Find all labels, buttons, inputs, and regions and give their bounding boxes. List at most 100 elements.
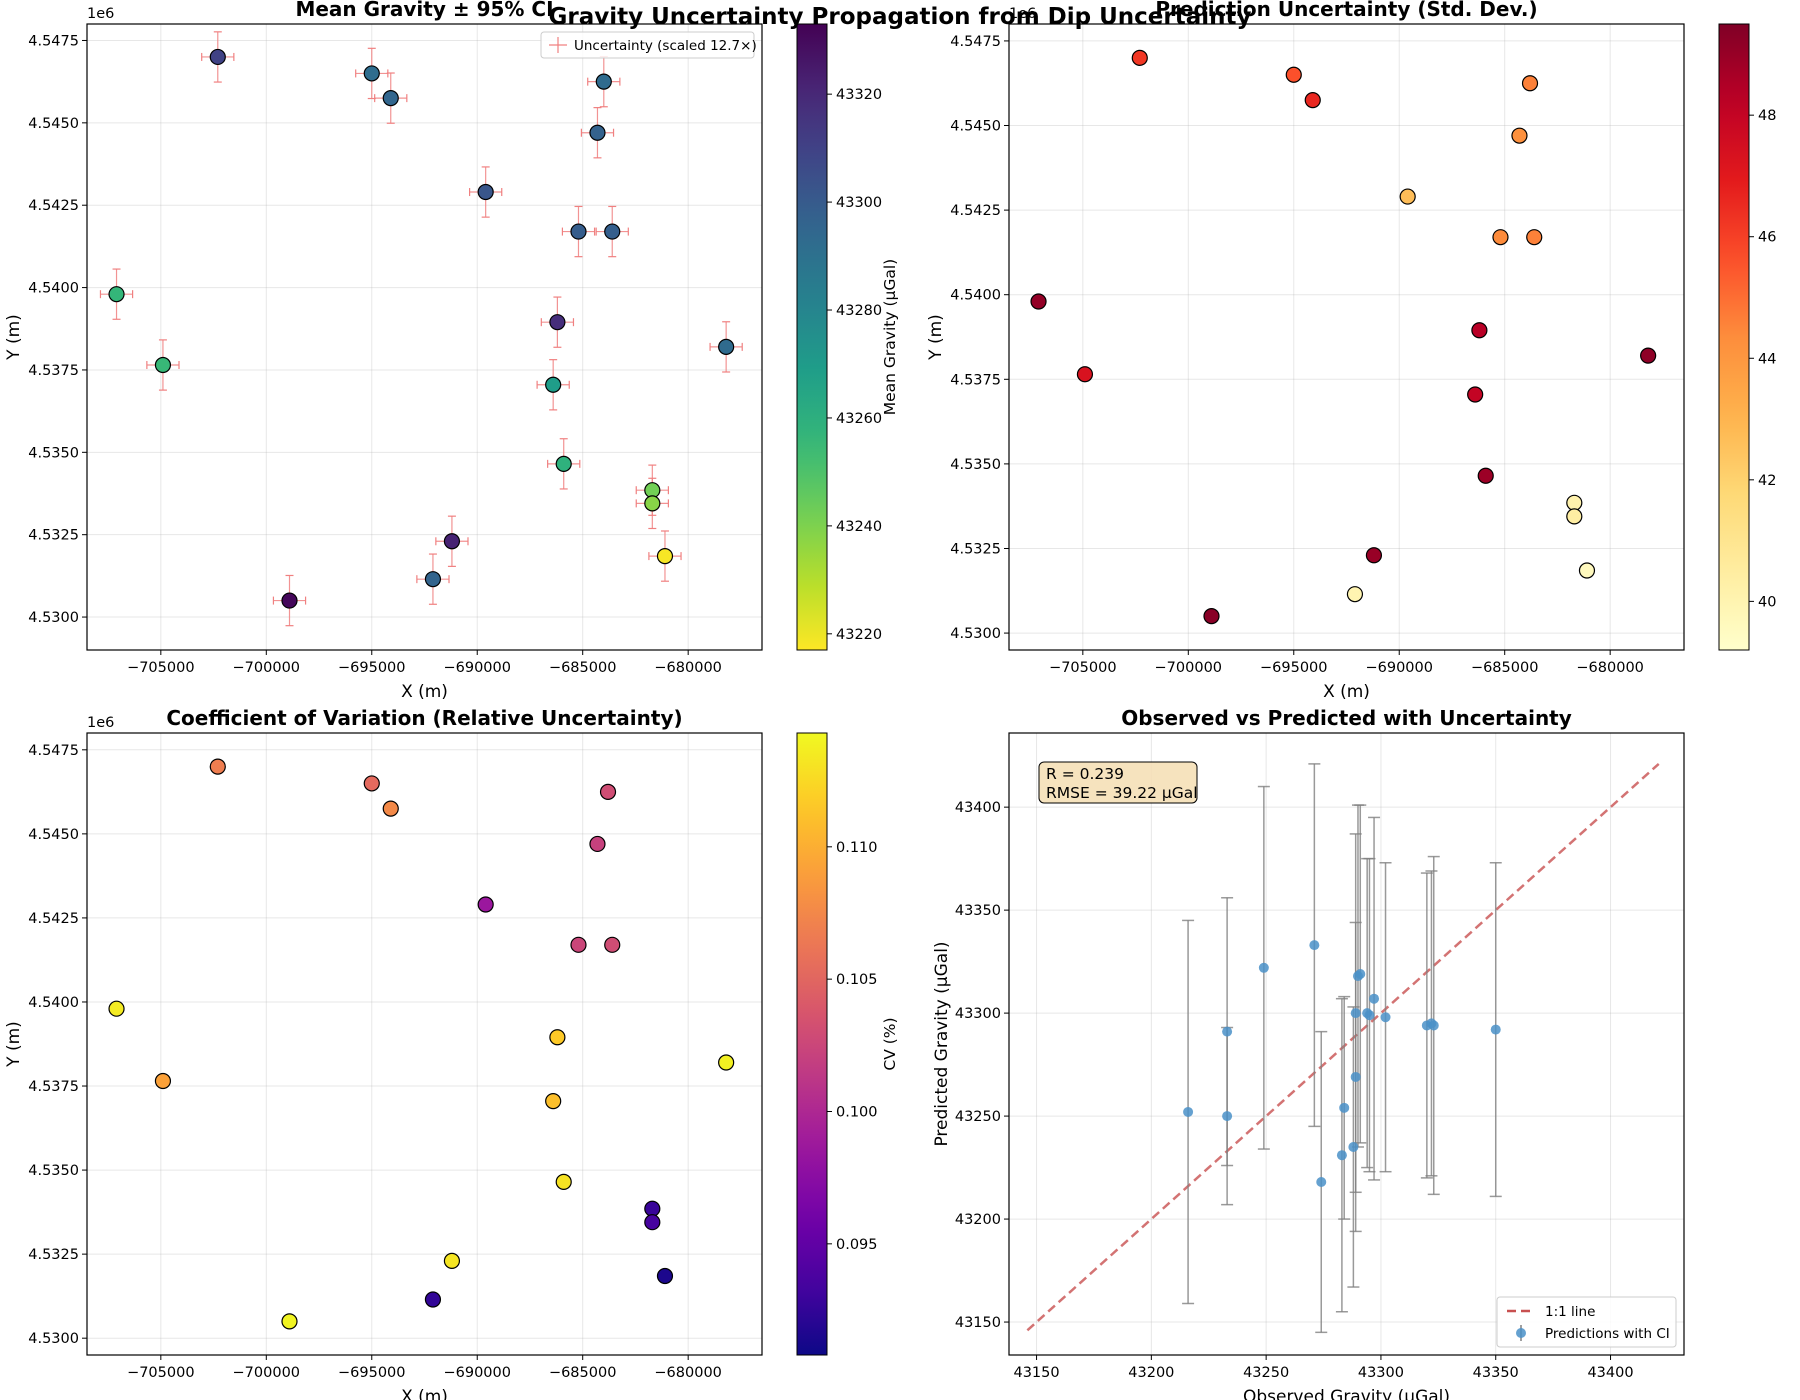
data-point: [1511, 127, 1528, 144]
data-point: [1285, 66, 1302, 83]
data-point: [1526, 229, 1543, 246]
y-tick-label: 4.5300: [28, 610, 79, 626]
legend-label: 1:1 line: [1545, 1304, 1595, 1320]
data-point: [570, 936, 587, 953]
y-tick-label: 4.5450: [950, 119, 1001, 135]
data-point: [644, 1200, 661, 1217]
data-point: [604, 223, 621, 240]
one-to-one-line: [1026, 762, 1660, 1332]
prediction-point: [1339, 1102, 1350, 1113]
data-point: [108, 286, 125, 303]
prediction-point: [1428, 1020, 1439, 1031]
data-point: [424, 1291, 442, 1308]
y-offset-label: 1e6: [1009, 6, 1036, 22]
colorbar-tick-label: 48: [1758, 108, 1776, 124]
y-tick-label: 4.5325: [950, 541, 1001, 557]
prediction-point: [1380, 1012, 1391, 1023]
colorbar-tick-label: 40: [1758, 594, 1776, 610]
colorbar: [796, 732, 828, 1356]
panel-title: Prediction Uncertainty (Std. Dev.): [1155, 0, 1537, 21]
prediction-point: [1364, 1010, 1375, 1021]
colorbar-tick-label: 42: [1758, 473, 1776, 489]
data-point: [382, 800, 399, 817]
legend-box: [540, 31, 755, 59]
colorbar-tick-label: 43300: [836, 195, 882, 211]
data-point: [599, 783, 617, 800]
colorbar-tick-label: 44: [1758, 351, 1776, 367]
x-axis-label: X (m): [1323, 682, 1370, 702]
prediction-point: [1350, 1071, 1361, 1082]
y-tick-label: 4.5325: [28, 528, 79, 544]
data-point: [1304, 92, 1321, 109]
y-tick-label: 4.5425: [28, 198, 79, 214]
data-point: [656, 1267, 674, 1285]
data-point: [1365, 547, 1383, 564]
axes-frame: [86, 732, 763, 1356]
data-point: [477, 183, 494, 201]
y-tick-label: 4.5475: [28, 33, 79, 49]
x-axis-label: X (m): [401, 682, 448, 702]
data-point: [555, 455, 572, 472]
x-axis-label: Observed Gravity (μGal): [1243, 1387, 1450, 1400]
y-tick-label: 4.5425: [950, 203, 1001, 219]
x-tick-label: 43150: [1013, 1365, 1059, 1381]
panel-title: Mean Gravity ± 95% CI: [295, 0, 553, 21]
y-axis-label: Y (m): [926, 314, 946, 361]
colorbar-tick-label: 43260: [836, 411, 882, 427]
data-point: [209, 758, 226, 775]
data-point: [1471, 322, 1488, 339]
y-tick-label: 4.5300: [950, 626, 1001, 642]
prediction-point: [1355, 968, 1366, 979]
y-tick-label: 43250: [955, 1109, 1001, 1125]
data-point: [555, 1173, 572, 1190]
prediction-point: [1183, 1106, 1194, 1117]
x-tick-label: 43350: [1473, 1365, 1519, 1381]
x-tick-label: −705000: [1049, 660, 1117, 676]
data-point: [549, 314, 566, 331]
data-point: [1578, 562, 1596, 579]
x-tick-label: −700000: [233, 1365, 301, 1381]
plot-area: [87, 733, 762, 1355]
colorbar-tick-label: 0.100: [836, 1104, 878, 1120]
data-point: [718, 338, 735, 355]
prediction-point: [1222, 1111, 1233, 1122]
data-point: [604, 936, 621, 953]
data-point: [589, 124, 606, 141]
x-tick-label: −680000: [654, 1365, 722, 1381]
y-tick-label: 4.5375: [28, 363, 79, 379]
y-tick-label: 4.5475: [950, 34, 1001, 50]
x-axis-label: X (m): [401, 1387, 448, 1400]
data-point: [1203, 608, 1220, 625]
colorbar-tick-label: 0.105: [836, 972, 878, 988]
data-point: [108, 1000, 125, 1017]
data-point: [1566, 508, 1583, 525]
prediction-point: [1222, 1026, 1233, 1037]
data-point: [589, 835, 606, 853]
y-axis-label: Predicted Gravity (μGal): [932, 941, 952, 1146]
data-point: [1521, 75, 1539, 92]
data-point: [656, 547, 674, 565]
colorbar-tick-label: 43320: [836, 87, 882, 103]
x-tick-label: −685000: [1471, 660, 1539, 676]
colorbar-tick-label: 0.110: [836, 840, 878, 856]
x-tick-label: −680000: [1576, 660, 1644, 676]
data-point: [443, 1252, 461, 1269]
figure-suptitle: Gravity Uncertainty Propagation from Dip…: [549, 4, 1252, 30]
y-tick-label: 4.5475: [28, 743, 79, 759]
x-tick-label: −695000: [338, 660, 406, 676]
y-tick-label: 43150: [955, 1315, 1001, 1331]
x-tick-label: −705000: [127, 1365, 195, 1381]
y-tick-label: 4.5300: [28, 1331, 79, 1347]
y-tick-label: 4.5425: [28, 911, 79, 927]
colorbar-tick-label: 43240: [836, 519, 882, 535]
y-tick-label: 4.5400: [28, 995, 79, 1011]
y-tick-label: 4.5450: [28, 827, 79, 843]
data-point: [477, 896, 494, 913]
x-tick-label: 43300: [1358, 1365, 1404, 1381]
colorbar-label: CV (%): [881, 1017, 899, 1070]
y-tick-label: 43200: [955, 1212, 1001, 1228]
x-tick-label: −685000: [549, 660, 617, 676]
colorbar-tick-label: 43220: [836, 627, 882, 643]
prediction-point: [1309, 940, 1320, 951]
